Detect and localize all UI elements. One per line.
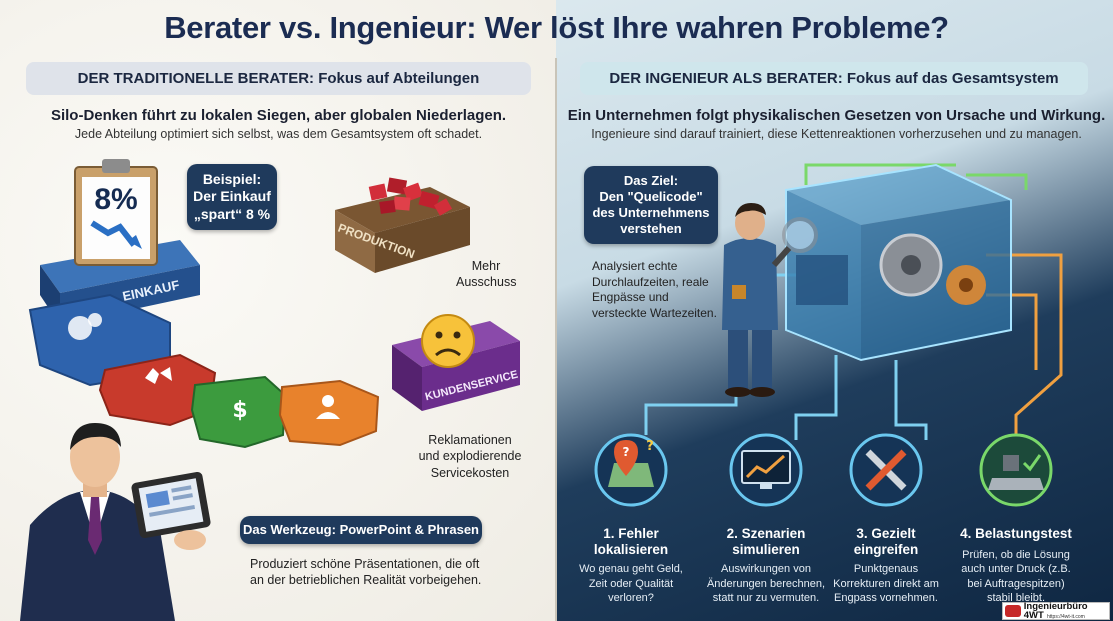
tool-note: Produziert schöne Präsentationen, die of… (250, 556, 510, 589)
tool-note-line2: an der betrieblichen Realität vorbeigehe… (250, 573, 482, 588)
right-subtitle: Ein Unternehmen folgt physikalischen Ges… (567, 107, 1106, 124)
step-4-desc-line3: bei Auftragespitzen) (967, 577, 1065, 590)
tool-note-line1: Produziert schöne Präsentationen, die of… (250, 557, 480, 571)
left-panel-header: DER TRADITIONELLE BERATER: Fokus auf Abt… (26, 62, 531, 95)
tablet-icon (131, 471, 211, 550)
logo-url: https://4wt-it.com (1047, 614, 1085, 620)
system-illustration: ? ? (594, 163, 1063, 507)
step-circle-2 (729, 433, 803, 507)
step-3-desc: Punktgenaus Korrekturen direkt am Engpas… (816, 562, 956, 605)
panel-divider (555, 58, 557, 621)
analysis-line2: Durchlaufzeiten, reale (592, 274, 709, 289)
production-box (335, 177, 470, 273)
step-3: 3. Gezielt eingreifen Punktgenaus Korrek… (816, 526, 956, 605)
goal-bubble: Das Ziel: Den "Quelicode" des Unternehme… (584, 166, 718, 244)
svg-text:$: $ (232, 398, 247, 423)
clipboard-icon (74, 159, 158, 266)
example-bubble-line3: „spart“ 8 % (193, 205, 271, 222)
analysis-line3: Engpässe und (592, 290, 669, 305)
step-3-title: 3. Gezielt eingreifen (816, 526, 956, 558)
step-1-desc-line2: Zeit oder Qualität (588, 577, 674, 590)
analysis-line4: versteckte Wartezeiten. (592, 305, 717, 320)
left-subtitle: Silo-Denken führt zu lokalen Siegen, abe… (50, 107, 507, 124)
right-subtext: Ingenieure sind darauf trainiert, diese … (591, 127, 1082, 141)
example-bubble-line2: Der Einkauf (193, 188, 271, 205)
hr-puzzle (278, 379, 380, 447)
service-note-line3: Servicekosten (430, 465, 510, 480)
step-1-desc: Wo genau geht Geld, Zeit oder Qualität v… (561, 562, 701, 605)
step-2-desc-line1: Auswirkungen von (721, 563, 811, 576)
step-4-desc-line1: Prüfen, ob die Lösung (962, 549, 1070, 562)
step-3-title-line1: 3. Gezielt (856, 526, 916, 541)
step-3-desc-line1: Punktgenaus (853, 563, 919, 576)
silo-illustration: $ (20, 159, 520, 621)
step-4-desc: Prüfen, ob die Lösung auch unter Druck (… (946, 548, 1086, 605)
step-4-desc-line4: stabil bleibt. (986, 592, 1046, 605)
step-2-title-line1: 2. Szenarien (726, 526, 806, 541)
circuit-lines (644, 163, 1063, 440)
step-2-desc: Auswirkungen von Änderungen berechnen, s… (696, 562, 836, 605)
step-2-title-line2: simulieren (732, 542, 800, 558)
right-panel-header: DER INGENIEUR ALS BERATER: Fokus auf das… (580, 62, 1088, 95)
step-circle-4 (979, 433, 1053, 507)
machine-cube (785, 163, 1012, 362)
goal-line2: Den "Quelicode" (599, 188, 703, 204)
step-1: 1. Fehler lokalisieren Wo genau geht Gel… (561, 526, 701, 605)
production-puzzle (98, 353, 217, 427)
logo-mark-icon (1005, 605, 1021, 617)
svg-text:?: ? (623, 445, 630, 459)
step-1-title-line1: 1. Fehler (603, 526, 659, 541)
analysis-note: Analysiert echte Durchlaufzeiten, reale … (592, 259, 732, 321)
step-4-desc-line2: auch unter Druck (z.B. (961, 563, 1071, 576)
tool-bubble: Das Werkzeug: PowerPoint & Phrasen (240, 516, 482, 544)
analysis-line1: Analysiert echte (592, 259, 678, 273)
step-2: 2. Szenarien simulieren Auswirkungen von… (696, 526, 836, 605)
step-1-desc-line3: verloren? (608, 591, 654, 604)
left-subtext: Jede Abteilung optimiert sich selbst, wa… (74, 127, 483, 141)
engineer-figure (722, 203, 818, 397)
step-2-desc-line2: Änderungen berechnen, (706, 577, 826, 590)
production-note: Mehr Ausschuss (456, 258, 516, 291)
company-logo: Ingenieurbüro 4WT (1002, 600, 1110, 621)
svg-text:?: ? (646, 439, 654, 454)
clipboard-value: 8% (94, 183, 138, 216)
service-note-line2: und explodierende (418, 449, 522, 464)
step-4: 4. Belastungstest Prüfen, ob die Lösung … (946, 526, 1086, 605)
step-2-title: 2. Szenarien simulieren (696, 526, 836, 558)
sad-face-icon (421, 314, 475, 368)
step-3-title-line2: eingreifen (853, 542, 919, 558)
service-note: Reklamationen und explodierende Servicek… (410, 432, 530, 481)
step-1-title-line2: lokalisieren (593, 542, 669, 558)
production-note-line2: Ausschuss (456, 275, 517, 290)
step-1-title: 1. Fehler lokalisieren (561, 526, 701, 558)
service-note-line1: Reklamationen (428, 433, 512, 447)
finance-puzzle: $ (190, 375, 287, 449)
example-bubble-line1: Beispiel: (202, 170, 262, 187)
step-circle-3 (849, 433, 923, 507)
step-3-desc-line3: Engpass vornehmen. (834, 591, 938, 604)
step-3-desc-line2: Korrekturen direkt am (833, 577, 939, 590)
businessman-figure (20, 423, 175, 621)
goal-line4: verstehen (620, 221, 682, 237)
production-note-line1: Mehr (471, 259, 501, 273)
step-circle-1: ? ? (594, 433, 668, 507)
goal-line3: des Unternehmens (592, 205, 710, 220)
logo-name: Ingenieurbüro 4WT (1023, 600, 1088, 621)
step-4-title-line1: 4. Belastungstest (960, 526, 1072, 541)
example-bubble: Beispiel: Der Einkauf „spart“ 8 % (187, 164, 277, 230)
page-title: Berater vs. Ingenieur: Wer löst Ihre wah… (164, 10, 949, 45)
step-2-desc-line3: statt nur zu vermuten. (712, 591, 820, 604)
step-4-title: 4. Belastungstest (946, 526, 1086, 542)
step-1-desc-line1: Wo genau geht Geld, (579, 563, 683, 576)
goal-line1: Das Ziel: (623, 172, 679, 188)
